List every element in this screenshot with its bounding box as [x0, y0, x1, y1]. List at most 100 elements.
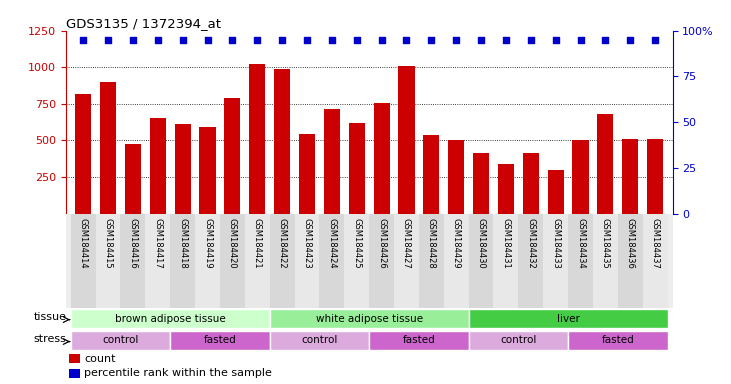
Point: [401, 37, 412, 43]
Text: GSM184425: GSM184425: [352, 218, 361, 269]
Bar: [593, 214, 618, 308]
Bar: [270, 214, 295, 308]
Bar: [349, 123, 365, 214]
Bar: [299, 134, 315, 214]
Bar: [498, 164, 514, 214]
Text: GSM184422: GSM184422: [278, 218, 287, 269]
Bar: [369, 331, 469, 350]
Text: GSM184415: GSM184415: [104, 218, 113, 269]
Bar: [568, 331, 667, 350]
Bar: [270, 309, 469, 328]
Text: GDS3135 / 1372394_at: GDS3135 / 1372394_at: [66, 17, 221, 30]
Text: GSM184419: GSM184419: [203, 218, 212, 269]
Bar: [473, 153, 489, 214]
Bar: [572, 141, 588, 214]
Bar: [71, 309, 270, 328]
Bar: [423, 134, 439, 214]
Bar: [419, 214, 444, 308]
Text: brown adipose tissue: brown adipose tissue: [115, 313, 226, 324]
Text: tissue: tissue: [34, 313, 67, 323]
Bar: [69, 369, 80, 378]
Point: [624, 37, 636, 43]
Bar: [145, 214, 170, 308]
Bar: [295, 214, 319, 308]
Point: [127, 37, 139, 43]
Point: [202, 37, 213, 43]
Bar: [548, 170, 564, 214]
Text: GSM184433: GSM184433: [551, 218, 560, 269]
Bar: [374, 103, 390, 214]
Bar: [220, 214, 245, 308]
Text: GSM184423: GSM184423: [303, 218, 311, 269]
Text: GSM184421: GSM184421: [253, 218, 262, 269]
Point: [177, 37, 189, 43]
Bar: [618, 214, 643, 308]
Text: GSM184435: GSM184435: [601, 218, 610, 269]
Point: [276, 37, 288, 43]
Text: GSM184417: GSM184417: [154, 218, 162, 269]
Bar: [568, 214, 593, 308]
Bar: [69, 354, 80, 364]
Text: fasted: fasted: [204, 336, 236, 346]
Bar: [324, 109, 340, 214]
Text: GSM184432: GSM184432: [526, 218, 535, 269]
Bar: [518, 214, 543, 308]
Text: control: control: [500, 336, 537, 346]
Bar: [71, 331, 170, 350]
Text: GSM184430: GSM184430: [477, 218, 485, 269]
Point: [301, 37, 313, 43]
Bar: [523, 153, 539, 214]
Bar: [75, 94, 91, 214]
Text: GSM184436: GSM184436: [626, 218, 635, 269]
Bar: [249, 65, 265, 214]
Text: fasted: fasted: [403, 336, 435, 346]
Bar: [121, 214, 145, 308]
Point: [77, 37, 89, 43]
Point: [500, 37, 512, 43]
Text: count: count: [84, 354, 115, 364]
Text: stress: stress: [34, 334, 67, 344]
Bar: [344, 214, 369, 308]
Text: percentile rank within the sample: percentile rank within the sample: [84, 368, 272, 378]
Point: [152, 37, 164, 43]
Point: [326, 37, 338, 43]
Bar: [170, 214, 195, 308]
Bar: [469, 214, 493, 308]
Point: [102, 37, 114, 43]
Point: [599, 37, 611, 43]
Bar: [493, 214, 518, 308]
Text: control: control: [102, 336, 139, 346]
Bar: [369, 214, 394, 308]
Text: control: control: [301, 336, 338, 346]
Text: GSM184427: GSM184427: [402, 218, 411, 269]
Bar: [597, 114, 613, 214]
Bar: [469, 309, 667, 328]
Text: GSM184420: GSM184420: [228, 218, 237, 269]
Bar: [398, 66, 414, 214]
Bar: [274, 69, 290, 214]
Point: [475, 37, 487, 43]
Text: GSM184429: GSM184429: [452, 218, 461, 269]
Point: [525, 37, 537, 43]
Text: GSM184416: GSM184416: [129, 218, 137, 269]
Text: GSM184431: GSM184431: [501, 218, 510, 269]
Bar: [125, 144, 141, 214]
Bar: [622, 139, 638, 214]
Text: GSM184414: GSM184414: [79, 218, 88, 269]
Bar: [150, 119, 166, 214]
Bar: [270, 331, 369, 350]
Bar: [100, 82, 116, 214]
Point: [227, 37, 238, 43]
Text: GSM184437: GSM184437: [651, 218, 659, 269]
Bar: [175, 124, 191, 214]
Point: [649, 37, 661, 43]
Bar: [448, 141, 464, 214]
Point: [376, 37, 387, 43]
Bar: [319, 214, 344, 308]
Bar: [647, 139, 663, 214]
Bar: [543, 214, 568, 308]
Point: [251, 37, 263, 43]
Point: [425, 37, 437, 43]
Bar: [245, 214, 270, 308]
Text: GSM184428: GSM184428: [427, 218, 436, 269]
